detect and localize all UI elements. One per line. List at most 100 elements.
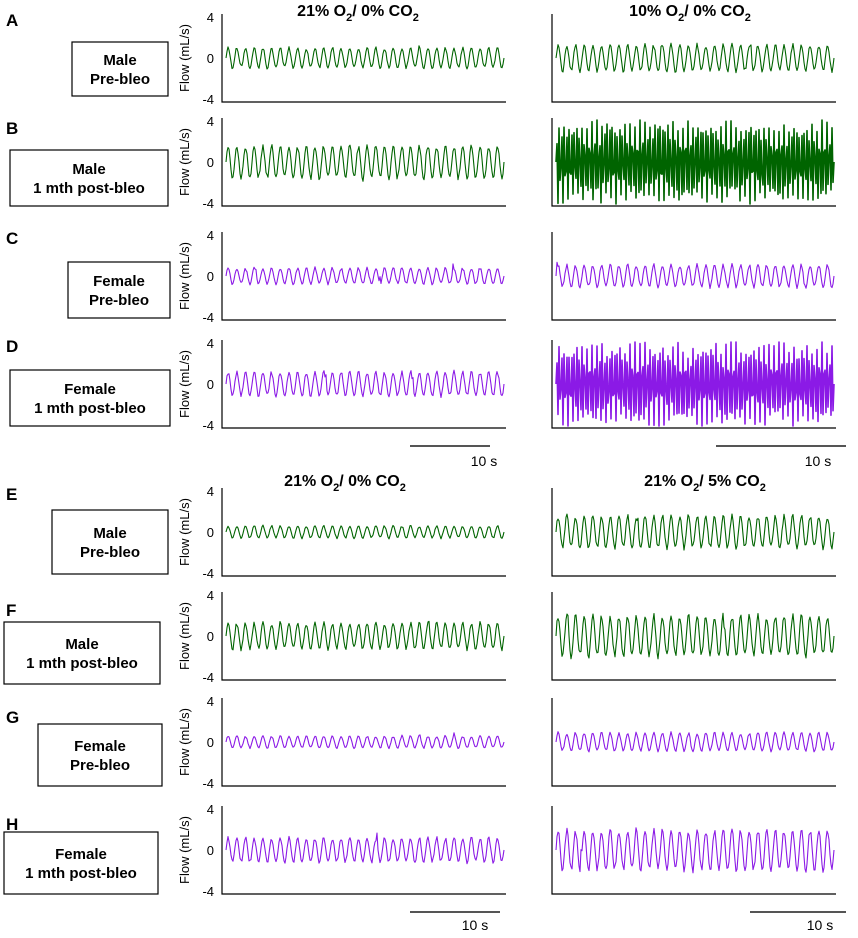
y-tick-label: 4 bbox=[207, 802, 214, 817]
group-label-line2: 1 mth post-bleo bbox=[25, 865, 137, 882]
y-tick-label: 4 bbox=[207, 336, 214, 351]
group-label-line2: 1 mth post-bleo bbox=[33, 180, 145, 197]
y-tick-label: 4 bbox=[207, 588, 214, 603]
plot-axes bbox=[221, 806, 506, 895]
title-subscript: 2 bbox=[678, 12, 684, 24]
y-axis-label: Flow (mL/s) bbox=[177, 24, 192, 92]
y-tick-label: -4 bbox=[202, 196, 214, 211]
plot-axes bbox=[551, 14, 836, 103]
y-tick-label: 0 bbox=[207, 377, 214, 392]
plot-axes bbox=[221, 118, 506, 207]
flow-trace bbox=[225, 45, 505, 70]
plot-axes bbox=[221, 592, 506, 681]
time-scale-label: 10 s bbox=[471, 453, 497, 469]
y-axis-label: Flow (mL/s) bbox=[177, 708, 192, 776]
flow-trace bbox=[225, 524, 505, 540]
plot-axes bbox=[221, 232, 506, 321]
panel-letter: F bbox=[6, 601, 16, 620]
y-tick-label: -4 bbox=[202, 418, 214, 433]
flow-trace bbox=[225, 369, 505, 399]
condition-title: 21% O2/ 5% CO2 bbox=[644, 473, 766, 494]
y-tick-label: -4 bbox=[202, 670, 214, 685]
y-tick-label: 0 bbox=[207, 735, 214, 750]
plot-axes bbox=[551, 698, 836, 787]
y-tick-label: -4 bbox=[202, 310, 214, 325]
panel-letter: B bbox=[6, 119, 18, 138]
y-tick-label: 0 bbox=[207, 843, 214, 858]
y-axis-label: Flow (mL/s) bbox=[177, 816, 192, 884]
y-tick-label: 0 bbox=[207, 525, 214, 540]
flow-trace bbox=[225, 144, 505, 182]
panel-letter: D bbox=[6, 337, 18, 356]
plot-axes bbox=[551, 592, 836, 681]
flow-trace bbox=[555, 731, 835, 753]
group-label-line1: Male bbox=[72, 161, 105, 178]
title-subscript: 2 bbox=[760, 482, 766, 494]
group-label-box bbox=[9, 369, 171, 427]
plot-axes bbox=[221, 488, 506, 577]
condition-title: 10% O2/ 0% CO2 bbox=[629, 3, 751, 24]
plot-axes bbox=[221, 698, 506, 787]
group-label-box bbox=[3, 621, 161, 685]
y-tick-label: -4 bbox=[202, 776, 214, 791]
y-axis-label: Flow (mL/s) bbox=[177, 128, 192, 196]
time-scale-label: 10 s bbox=[807, 917, 833, 933]
group-label-line2: 1 mth post-bleo bbox=[34, 400, 146, 417]
panel-letter: C bbox=[6, 229, 18, 248]
group-label-line1: Female bbox=[93, 273, 145, 290]
group-label-box bbox=[3, 831, 159, 895]
group-label-box bbox=[9, 149, 169, 207]
title-subscript: 2 bbox=[400, 482, 406, 494]
y-tick-label: 0 bbox=[207, 155, 214, 170]
group-label-line2: Pre-bleo bbox=[80, 544, 140, 561]
condition-title: 21% O2/ 0% CO2 bbox=[297, 3, 419, 24]
title-subscript: 2 bbox=[413, 12, 419, 24]
y-tick-label: 4 bbox=[207, 484, 214, 499]
y-axis-label: Flow (mL/s) bbox=[177, 350, 192, 418]
group-label-line1: Female bbox=[64, 381, 116, 398]
plot-axes bbox=[551, 118, 836, 207]
title-text: / 5% CO bbox=[699, 473, 759, 490]
group-label-line1: Female bbox=[55, 846, 107, 863]
flow-trace bbox=[555, 612, 835, 660]
group-label-line2: Pre-bleo bbox=[70, 757, 130, 774]
group-label-line1: Female bbox=[74, 738, 126, 755]
group-label-line1: Male bbox=[93, 525, 126, 542]
title-text: 21% O bbox=[284, 473, 333, 490]
flow-trace bbox=[555, 42, 835, 74]
group-label-line1: Male bbox=[65, 636, 98, 653]
y-tick-label: -4 bbox=[202, 92, 214, 107]
title-text: 21% O bbox=[297, 3, 346, 20]
group-label-line2: 1 mth post-bleo bbox=[26, 655, 138, 672]
panel-letter: E bbox=[6, 485, 17, 504]
plot-axes bbox=[551, 806, 836, 895]
flow-trace bbox=[225, 620, 505, 652]
flow-trace bbox=[555, 341, 835, 427]
title-text: / 0% CO bbox=[339, 473, 399, 490]
plot-axes bbox=[551, 488, 836, 577]
plot-axes bbox=[221, 14, 506, 103]
title-text: 10% O bbox=[629, 3, 678, 20]
group-label-box bbox=[51, 509, 169, 575]
group-label-box bbox=[37, 723, 163, 787]
flow-trace bbox=[555, 261, 835, 290]
y-tick-label: 4 bbox=[207, 694, 214, 709]
y-tick-label: 0 bbox=[207, 629, 214, 644]
flow-trace bbox=[225, 732, 505, 750]
condition-title: 21% O2/ 0% CO2 bbox=[284, 473, 406, 494]
y-tick-label: 0 bbox=[207, 269, 214, 284]
y-tick-label: -4 bbox=[202, 884, 214, 899]
y-tick-label: 4 bbox=[207, 114, 214, 129]
group-label-line2: Pre-bleo bbox=[89, 292, 149, 309]
y-tick-label: 4 bbox=[207, 228, 214, 243]
title-subscript: 2 bbox=[745, 12, 751, 24]
group-label-line2: Pre-bleo bbox=[90, 71, 150, 88]
y-tick-label: 0 bbox=[207, 51, 214, 66]
title-subscript: 2 bbox=[693, 482, 699, 494]
flow-trace bbox=[555, 513, 835, 551]
panel-letter: G bbox=[6, 708, 19, 727]
plot-axes bbox=[551, 340, 836, 429]
title-text: / 0% CO bbox=[352, 3, 412, 20]
flow-trace bbox=[225, 832, 505, 865]
